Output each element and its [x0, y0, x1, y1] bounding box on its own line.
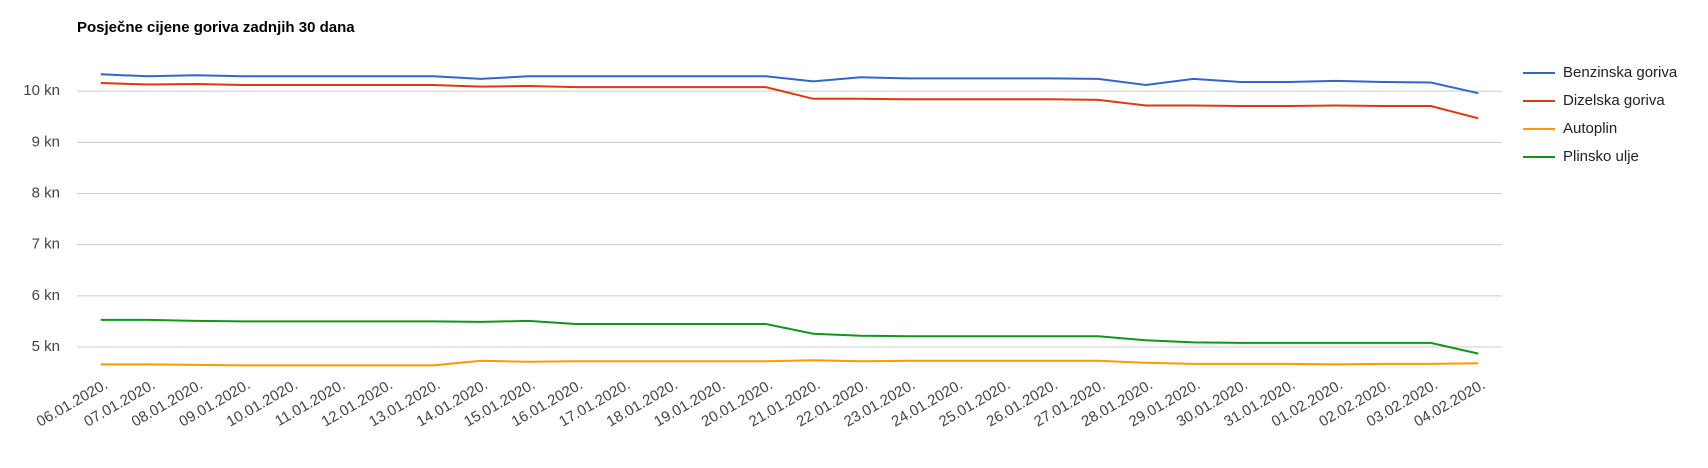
series-line: [100, 359, 1479, 367]
legend-label: Autoplin: [1563, 120, 1617, 137]
series-line: [100, 318, 1479, 355]
y-tick-label: 9 kn: [32, 133, 60, 150]
legend-label: Benzinska goriva: [1563, 64, 1678, 81]
legend-label: Plinsko ulje: [1563, 148, 1639, 165]
chart-title: Posječne cijene goriva zadnjih 30 dana: [77, 19, 355, 36]
y-tick-label: 8 kn: [32, 184, 60, 201]
series-line: [100, 73, 1479, 95]
y-tick-label: 10 kn: [23, 82, 60, 99]
y-tick-label: 6 kn: [32, 287, 60, 304]
legend-label: Dizelska goriva: [1563, 92, 1665, 109]
y-tick-label: 7 kn: [32, 236, 60, 253]
series-line: [100, 82, 1479, 120]
y-tick-label: 5 kn: [32, 338, 60, 355]
